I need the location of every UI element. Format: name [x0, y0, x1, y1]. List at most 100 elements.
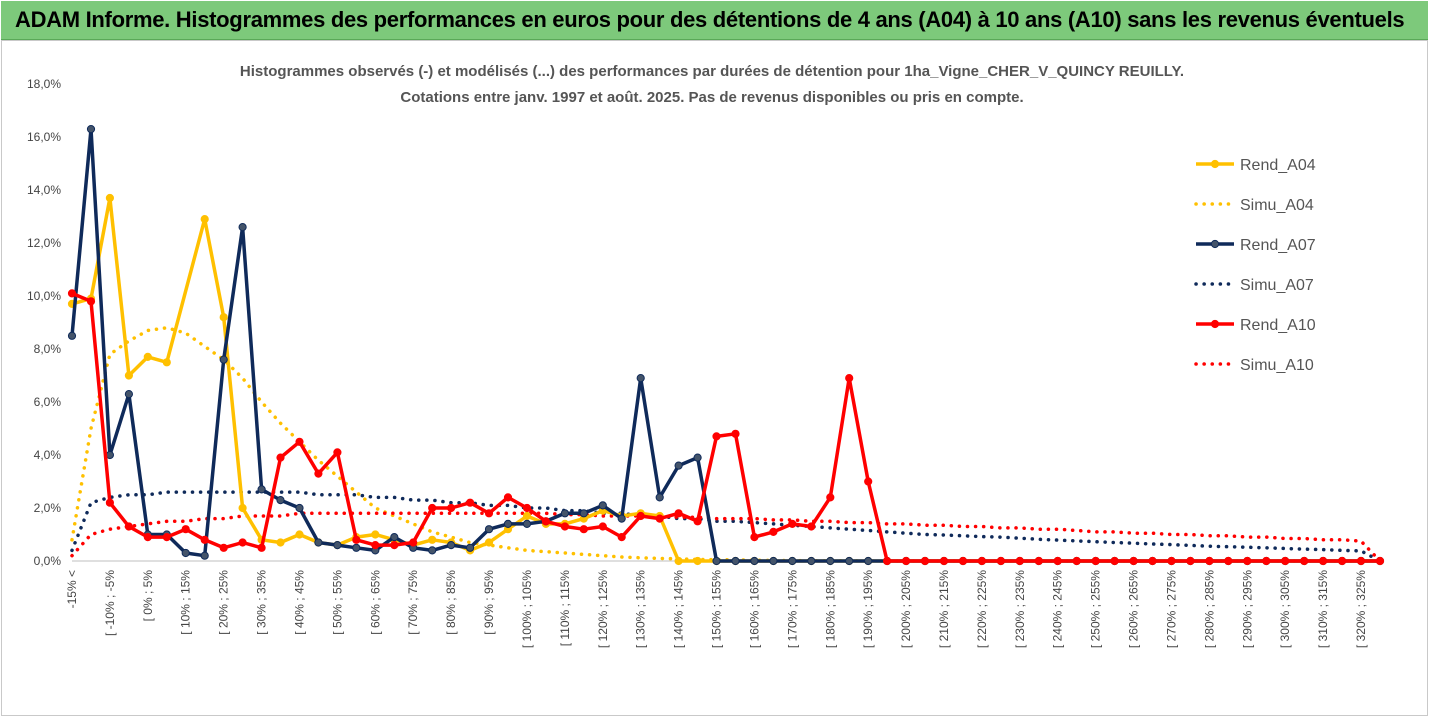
data-point — [560, 509, 570, 518]
series-line — [70, 326, 1382, 563]
y-tick-label: 10,0% — [27, 289, 61, 303]
legend-marker — [1210, 159, 1220, 169]
series-simu-a04 — [70, 326, 1382, 563]
data-point — [314, 538, 323, 547]
legend-item: Rend_A10 — [1196, 317, 1316, 334]
series-simu-a07 — [70, 490, 1382, 563]
data-point — [484, 525, 494, 534]
data-point — [67, 331, 77, 340]
series-line — [70, 127, 1380, 563]
data-point — [1356, 556, 1366, 566]
series-rend-a07 — [67, 125, 1385, 566]
data-point — [958, 556, 968, 566]
data-point — [428, 503, 437, 513]
data-point — [864, 477, 873, 486]
data-point — [636, 511, 645, 521]
data-point — [864, 556, 873, 566]
legend-label: Simu_A04 — [1240, 197, 1314, 214]
x-tick-label: [ 170% ; 175% — [785, 570, 799, 648]
x-tick-label: [ 270% ; 275% — [1164, 570, 1178, 648]
legend-label: Rend_A07 — [1240, 237, 1316, 254]
data-point — [1262, 556, 1271, 566]
data-point — [466, 543, 475, 552]
x-tick-label: [ 210% ; 215% — [937, 570, 951, 648]
x-tick-label: [ 120% ; 125% — [596, 570, 610, 648]
data-point — [1205, 556, 1214, 566]
data-point — [902, 556, 911, 566]
data-point — [219, 355, 228, 364]
data-point — [693, 453, 702, 462]
series-line — [70, 490, 1382, 563]
data-point — [333, 448, 342, 457]
data-point — [143, 533, 152, 542]
data-point — [769, 556, 778, 566]
x-tick-label: [ 10% ; 15% — [179, 570, 193, 635]
data-point — [598, 522, 607, 531]
data-point — [541, 517, 551, 526]
plot-area — [67, 125, 1385, 566]
data-point — [484, 509, 494, 518]
x-tick-label: [ 200% ; 205% — [899, 570, 913, 648]
data-point — [105, 498, 115, 507]
data-point — [447, 541, 456, 550]
data-point — [295, 437, 304, 446]
data-point — [276, 496, 285, 505]
data-point — [466, 498, 475, 507]
data-point — [124, 390, 133, 399]
data-point — [162, 358, 171, 367]
y-tick-label: 6,0% — [34, 395, 62, 409]
data-point — [788, 519, 797, 529]
x-tick-label: [ 190% ; 195% — [861, 570, 875, 648]
y-tick-label: 0,0% — [34, 554, 62, 568]
data-point — [845, 556, 854, 566]
x-tick-label: [ 140% ; 145% — [672, 570, 686, 648]
x-tick-label: [ 300% ; 305% — [1278, 570, 1292, 648]
y-tick-label: 14,0% — [27, 183, 61, 197]
data-point — [996, 556, 1006, 566]
y-tick-label: 12,0% — [27, 236, 61, 250]
x-tick-label: [ 150% ; 155% — [710, 570, 724, 648]
data-point — [1300, 556, 1309, 566]
data-point — [617, 514, 626, 523]
data-point — [750, 533, 759, 542]
y-tick-label: 4,0% — [34, 448, 62, 462]
series-line — [71, 196, 1380, 563]
data-point — [598, 501, 607, 510]
x-tick-label: [ 230% ; 235% — [1013, 570, 1027, 648]
data-point — [826, 556, 835, 566]
data-point — [560, 522, 570, 531]
data-point — [390, 541, 399, 550]
data-point — [788, 556, 797, 566]
chart-subtitle: Cotations entre janv. 1997 et août. 2025… — [400, 89, 1023, 106]
data-point — [1072, 556, 1081, 566]
data-point — [276, 453, 285, 462]
data-point — [1224, 556, 1233, 566]
data-point — [939, 556, 949, 566]
data-point — [447, 503, 456, 513]
data-point — [314, 469, 323, 478]
data-point — [1148, 556, 1157, 566]
data-point — [124, 522, 133, 531]
report-title: ADAM Informe. Histogrammes des performan… — [15, 7, 1405, 32]
x-tick-label: [ 250% ; 255% — [1089, 570, 1103, 648]
data-point — [86, 297, 96, 306]
data-point — [1375, 556, 1385, 566]
data-point — [143, 352, 152, 361]
y-tick-label: 2,0% — [34, 501, 62, 515]
data-point — [200, 215, 209, 224]
data-point — [826, 493, 835, 502]
data-point — [883, 556, 892, 566]
data-point — [731, 429, 740, 438]
data-point — [693, 556, 702, 566]
data-point — [1281, 556, 1290, 566]
data-point — [428, 535, 437, 544]
series-rend-a04 — [67, 193, 1385, 566]
data-point — [238, 503, 247, 513]
data-point — [295, 503, 304, 513]
data-point — [257, 543, 266, 552]
x-tick-label: [ 80% ; 85% — [444, 570, 458, 635]
data-point — [522, 519, 532, 529]
series-line — [70, 511, 1382, 563]
x-tick-label: [ 310% ; 315% — [1316, 570, 1330, 648]
data-point — [807, 522, 816, 531]
